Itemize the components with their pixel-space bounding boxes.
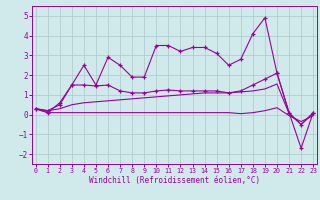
X-axis label: Windchill (Refroidissement éolien,°C): Windchill (Refroidissement éolien,°C) [89, 176, 260, 185]
